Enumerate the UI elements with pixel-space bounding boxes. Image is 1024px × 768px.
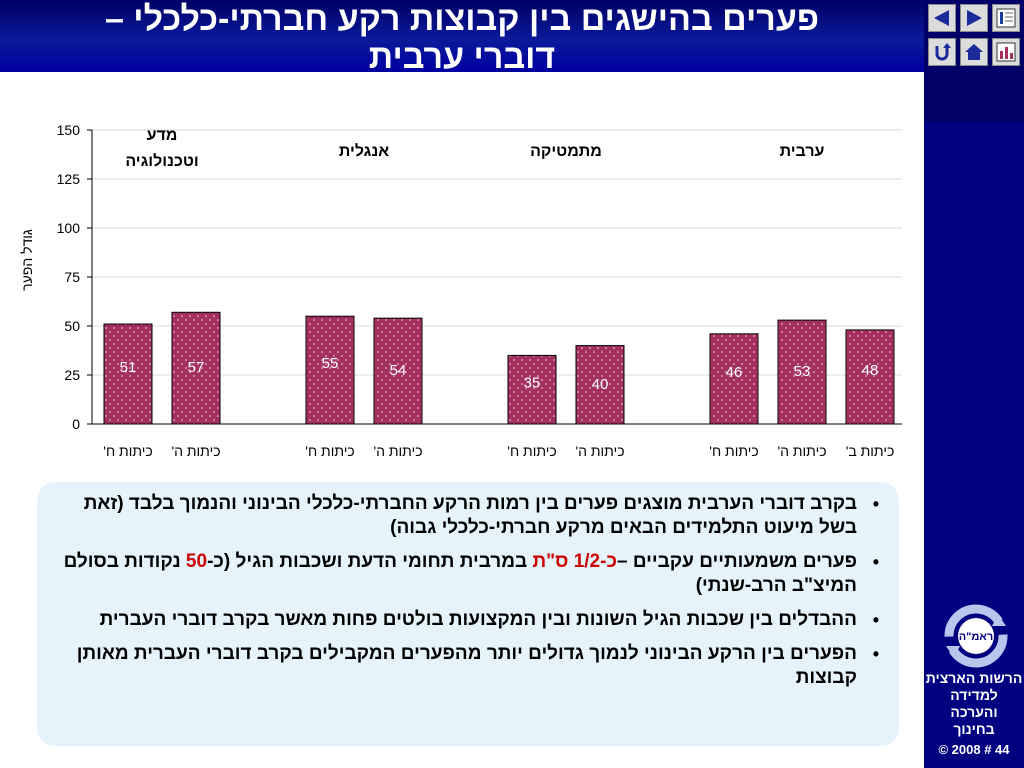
- bar-value-label: 46: [726, 364, 743, 381]
- y-tick-label: 25: [64, 367, 80, 383]
- bullet-text: ההבדלים בין שכבות הגיל השונות ובין המקצו…: [99, 609, 857, 630]
- return-icon[interactable]: [928, 38, 956, 66]
- bar: [709, 333, 759, 425]
- right-side-panel: ראמ"ה הרשות הארצית למדידה והערכה בחינוך …: [924, 72, 1024, 768]
- bar-value-label: 48: [862, 362, 879, 379]
- chart-bars: [103, 311, 895, 425]
- slide-title-line2: דוברי ערבית: [368, 38, 556, 76]
- group-label: אנגלית: [339, 142, 389, 160]
- navigation-panel: [924, 0, 1024, 72]
- y-tick-label: 0: [72, 416, 80, 432]
- slide-index-icon[interactable]: [992, 4, 1020, 32]
- bullet-text: הפערים בין הרקע הבינוני לנמוך גדולים יות…: [76, 643, 857, 688]
- y-tick-label: 75: [64, 269, 80, 285]
- prev-arrow-icon[interactable]: [928, 4, 956, 32]
- next-arrow-icon[interactable]: [960, 4, 988, 32]
- bar-value-label: 40: [592, 376, 609, 393]
- bullet-item: • פערים משמעותיים עקביים –כ-1/2 ס"ת במרב…: [49, 550, 879, 598]
- org-name-line: למדידה: [950, 687, 998, 703]
- bullet-item: • ההבדלים בין שכבות הגיל השונות ובין המק…: [49, 608, 879, 632]
- group-label: מתמטיקה: [530, 143, 602, 160]
- bar: [171, 311, 221, 425]
- chart-gridlines: [92, 129, 902, 376]
- y-tick-label: 150: [57, 122, 81, 138]
- bar: [575, 345, 625, 425]
- bar: [777, 319, 827, 425]
- org-name-line: בחינוך: [953, 721, 995, 737]
- y-tick-label: 100: [57, 220, 81, 236]
- bullet-dot-icon: •: [872, 610, 879, 630]
- bullet-text: נקודות בסולם המיצ"ב הרב-שנתי): [63, 551, 857, 596]
- bar-value-label: 35: [524, 375, 541, 392]
- org-name-line: והערכה: [950, 704, 998, 720]
- chart-icon[interactable]: [992, 38, 1020, 66]
- bullet-item: • הפערים בין הרקע הבינוני לנמוך גדולים י…: [49, 642, 879, 690]
- x-category-label: כיתות ח': [709, 443, 758, 459]
- copyright-slide-number: © 2008 # 44: [938, 742, 1010, 757]
- x-category-label: כיתות ה': [373, 443, 422, 459]
- x-category-label: כיתות ה': [777, 443, 826, 459]
- bar: [103, 323, 153, 425]
- bar: [507, 354, 557, 425]
- y-tick-label: 50: [64, 318, 80, 334]
- bullet-highlight: 50: [185, 551, 208, 572]
- bar-value-label: 54: [390, 362, 407, 379]
- bullet-highlight: כ-1/2 ס"ת: [532, 551, 617, 572]
- chart-labels: 51 כיתות ח' 57 כיתות ה' מדע וטכנולוגיה 55 כיתות…: [103, 127, 894, 459]
- bar-value-label: 57: [188, 359, 205, 376]
- bullet-dot-icon: •: [872, 552, 879, 572]
- gap-bar-chart: 0 25 50 75 100 125 150 51 כיתות ח' 57 כיתות ה' מדע…: [19, 122, 902, 459]
- x-category-label: כיתות ח': [103, 443, 152, 459]
- y-axis-label: גודל הפער: [19, 229, 35, 291]
- x-category-label: כיתות ה': [575, 443, 624, 459]
- bar: [373, 317, 423, 425]
- group-label: מדע וטכנולוגיה: [125, 127, 198, 170]
- bullet-text: פערים משמעותיים עקביים –: [616, 551, 857, 572]
- bullet-text: בקרב דוברי הערבית מוצגים פערים בין רמות …: [83, 493, 857, 538]
- slide-title: פערים בהישגים בין קבוצות רקע חברתי-כלכלי…: [0, 0, 924, 76]
- rama-logo-icon: ראמ"ה: [944, 604, 1008, 668]
- bar-value-label: 51: [120, 359, 137, 376]
- x-category-label: כיתות ב': [846, 443, 895, 459]
- bar-value-label: 53: [794, 363, 811, 380]
- bullet-dot-icon: •: [872, 494, 879, 514]
- findings-text-box: • בקרב דוברי הערבית מוצגים פערים בין רמו…: [37, 482, 899, 746]
- bar: [305, 315, 355, 425]
- panel-upper-block: [924, 72, 1024, 122]
- slide-title-line1: פערים בהישגים בין קבוצות רקע חברתי-כלכלי…: [104, 0, 820, 38]
- org-name-line: הרשות הארצית: [925, 670, 1023, 686]
- y-tick-label: 125: [57, 171, 81, 187]
- x-category-label: כיתות ח': [507, 443, 556, 459]
- home-icon[interactable]: [960, 38, 988, 66]
- bar-value-label: 55: [322, 355, 339, 372]
- x-category-label: כיתות ח': [305, 443, 354, 459]
- chart-y-axis: 0 25 50 75 100 125 150: [57, 122, 902, 432]
- logo-abbreviation: ראמ"ה: [959, 631, 993, 643]
- bullet-item: • בקרב דוברי הערבית מוצגים פערים בין רמו…: [49, 492, 879, 540]
- bullet-text: במרבית תחומי הדעת ושכבות הגיל (כ-: [207, 551, 533, 572]
- bullet-dot-icon: •: [872, 644, 879, 664]
- bar: [845, 329, 895, 425]
- organization-logo-area: ראמ"ה הרשות הארצית למדידה והערכה בחינוך …: [924, 586, 1024, 768]
- x-category-label: כיתות ה': [171, 443, 220, 459]
- group-label: ערבית: [780, 143, 825, 160]
- organization-name: הרשות הארצית למדידה והערכה בחינוך: [924, 670, 1024, 738]
